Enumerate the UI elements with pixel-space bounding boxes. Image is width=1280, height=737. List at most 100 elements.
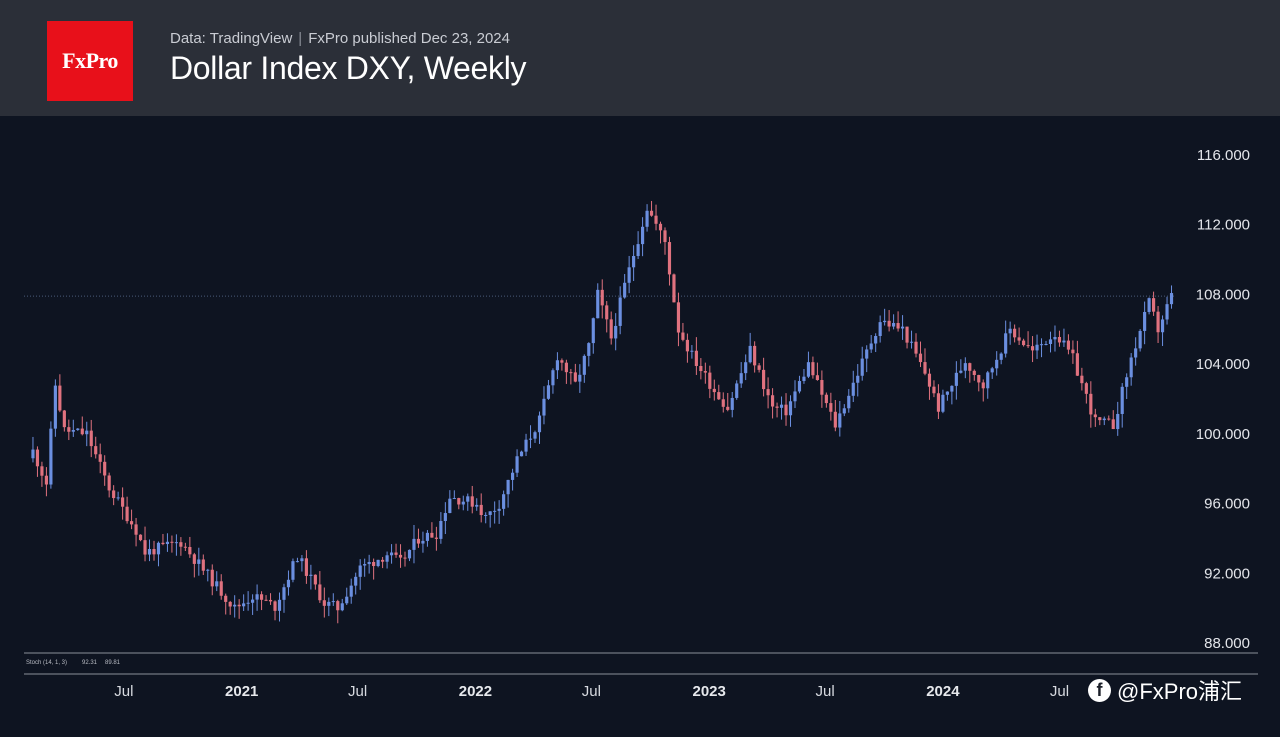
candle-body [237, 604, 241, 607]
candle-body [927, 373, 932, 387]
candle-body [246, 602, 250, 604]
candle-body [591, 318, 595, 344]
candle-body [1022, 340, 1026, 346]
candle-body [313, 574, 317, 585]
candle-body [372, 561, 376, 567]
candle-body [909, 341, 914, 343]
candle-body [233, 604, 237, 607]
candles [31, 200, 1174, 624]
candle-body [116, 497, 120, 499]
candle-body [129, 521, 134, 525]
candle-body [80, 428, 84, 435]
candle-body [820, 380, 824, 395]
candle-body [493, 510, 497, 512]
candle-body [112, 490, 116, 499]
candle-body [726, 406, 730, 410]
candle-body [1138, 330, 1142, 349]
candle-body [806, 362, 811, 377]
candle-body [268, 599, 273, 602]
candle-body [219, 581, 223, 596]
candle-body [98, 454, 102, 462]
candle-body [999, 353, 1003, 360]
candle-body [712, 388, 716, 393]
candle-body [519, 451, 524, 457]
candle-body [1062, 340, 1066, 343]
candle-body [1044, 344, 1048, 346]
candle-body [560, 360, 564, 363]
candle-body [215, 581, 219, 587]
candle-body [103, 461, 107, 476]
candle-body [1008, 328, 1012, 334]
candle-body [448, 498, 452, 514]
candle-body [537, 415, 542, 433]
candle-body [506, 479, 510, 495]
candle-body [259, 594, 264, 600]
candle-body [887, 320, 891, 327]
candle-body [614, 325, 618, 339]
candle-body [389, 552, 394, 556]
candle-body [914, 341, 918, 354]
published-date: FxPro published Dec 23, 2024 [308, 30, 510, 47]
source-line: Data: TradingView | FxPro published Dec 23… [170, 30, 510, 47]
candle-body [918, 353, 923, 363]
candle-body [197, 559, 201, 564]
candle-body [434, 537, 438, 539]
candle-body [986, 372, 990, 389]
candle-body [484, 514, 488, 516]
candle-body [667, 242, 672, 275]
candle-body [1053, 336, 1057, 340]
candle-body [739, 373, 743, 384]
candle-body [367, 561, 371, 565]
candle-body [327, 601, 331, 606]
candle-body [282, 587, 286, 600]
candle-body [49, 428, 53, 485]
candle-body [685, 339, 689, 352]
candle-body [224, 595, 228, 602]
candle-body [183, 546, 187, 548]
candle-body [878, 322, 882, 336]
candle-body [963, 363, 967, 371]
candle-body [273, 601, 277, 611]
candle-body [67, 427, 71, 432]
candle-body [1057, 336, 1062, 343]
candle-body [192, 554, 196, 564]
candle-body [533, 432, 537, 439]
candle-body [376, 559, 380, 567]
candle-body [542, 398, 546, 416]
candle-body [649, 210, 654, 216]
candle-body [1125, 377, 1129, 387]
candle-body [1080, 375, 1084, 384]
candle-body [721, 399, 725, 407]
candle-body [824, 394, 828, 404]
y-tick-label: 88.000 [1204, 635, 1250, 652]
candle-body [672, 274, 676, 303]
candle-body [1129, 357, 1133, 378]
candle-body [1147, 298, 1151, 312]
candle-body [829, 403, 833, 412]
candle-body [977, 375, 981, 383]
candle-body [981, 382, 985, 389]
candle-body [403, 557, 407, 559]
candle-body [381, 559, 385, 562]
candle-body [555, 360, 559, 371]
candle-body [1013, 328, 1017, 338]
candle-body [452, 498, 456, 500]
candlestick-chart[interactable]: 116.000 112.000 108.000 104.000 100.000 96.00… [0, 116, 1280, 732]
candle-body [58, 385, 62, 411]
candle-body [264, 599, 268, 601]
candle-body [385, 555, 389, 562]
candle-body [793, 391, 797, 402]
candle-body [336, 601, 340, 611]
candle-body [340, 603, 344, 611]
candle-body [242, 603, 246, 607]
candle-body [1084, 383, 1088, 394]
candle-body [842, 408, 846, 414]
x-tick-label: 2021 [225, 683, 258, 700]
watermark-text: @FxPro浦汇 [1117, 679, 1243, 704]
candle-body [766, 389, 770, 396]
candle-body [551, 370, 555, 386]
candle-body [1089, 393, 1093, 415]
candle-body [1098, 417, 1102, 421]
candle-body [179, 542, 183, 547]
candle-body [152, 549, 156, 555]
